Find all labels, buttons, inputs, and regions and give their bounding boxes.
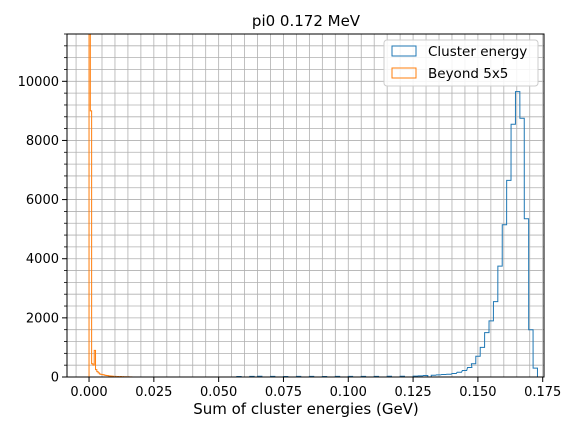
legend-label-beyond-5x5: Beyond 5x5: [428, 66, 508, 82]
y-tick-label: 10000: [18, 75, 59, 90]
x-tick-label: 0.025: [135, 385, 172, 400]
grid-layer: [67, 33, 544, 377]
legend-swatch-beyond-5x5: [391, 67, 417, 79]
legend-frame: [383, 39, 539, 87]
legend-label-cluster-energy: Cluster energy: [428, 44, 527, 60]
chart-title: pi0 0.172 MeV: [252, 12, 361, 30]
x-axis-label: Sum of cluster energies (GeV): [193, 400, 419, 418]
x-tick-label: 0.175: [524, 385, 561, 400]
y-tick-label: 4000: [26, 252, 59, 267]
x-tick-label: 0.050: [200, 385, 237, 400]
x-tick-label: 0.100: [330, 385, 367, 400]
x-tick-label: 0.075: [265, 385, 302, 400]
axes-layer: 0.000 0.025 0.050 0.075 0.100 0.125 0.150 0.175…: [18, 33, 561, 400]
y-tick-label: 2000: [26, 311, 59, 326]
y-tick-label: 8000: [26, 134, 59, 149]
axes-frame: [66, 33, 545, 378]
y-tick-label: 0: [51, 371, 59, 386]
x-tick-label: 0.150: [459, 385, 496, 400]
x-tick-label: 0.125: [394, 385, 431, 400]
legend: Cluster energy Beyond 5x5: [383, 39, 539, 87]
legend-swatch-cluster-energy: [391, 45, 417, 57]
y-tick-label: 6000: [26, 193, 59, 208]
x-tick-label: 0.000: [70, 385, 107, 400]
